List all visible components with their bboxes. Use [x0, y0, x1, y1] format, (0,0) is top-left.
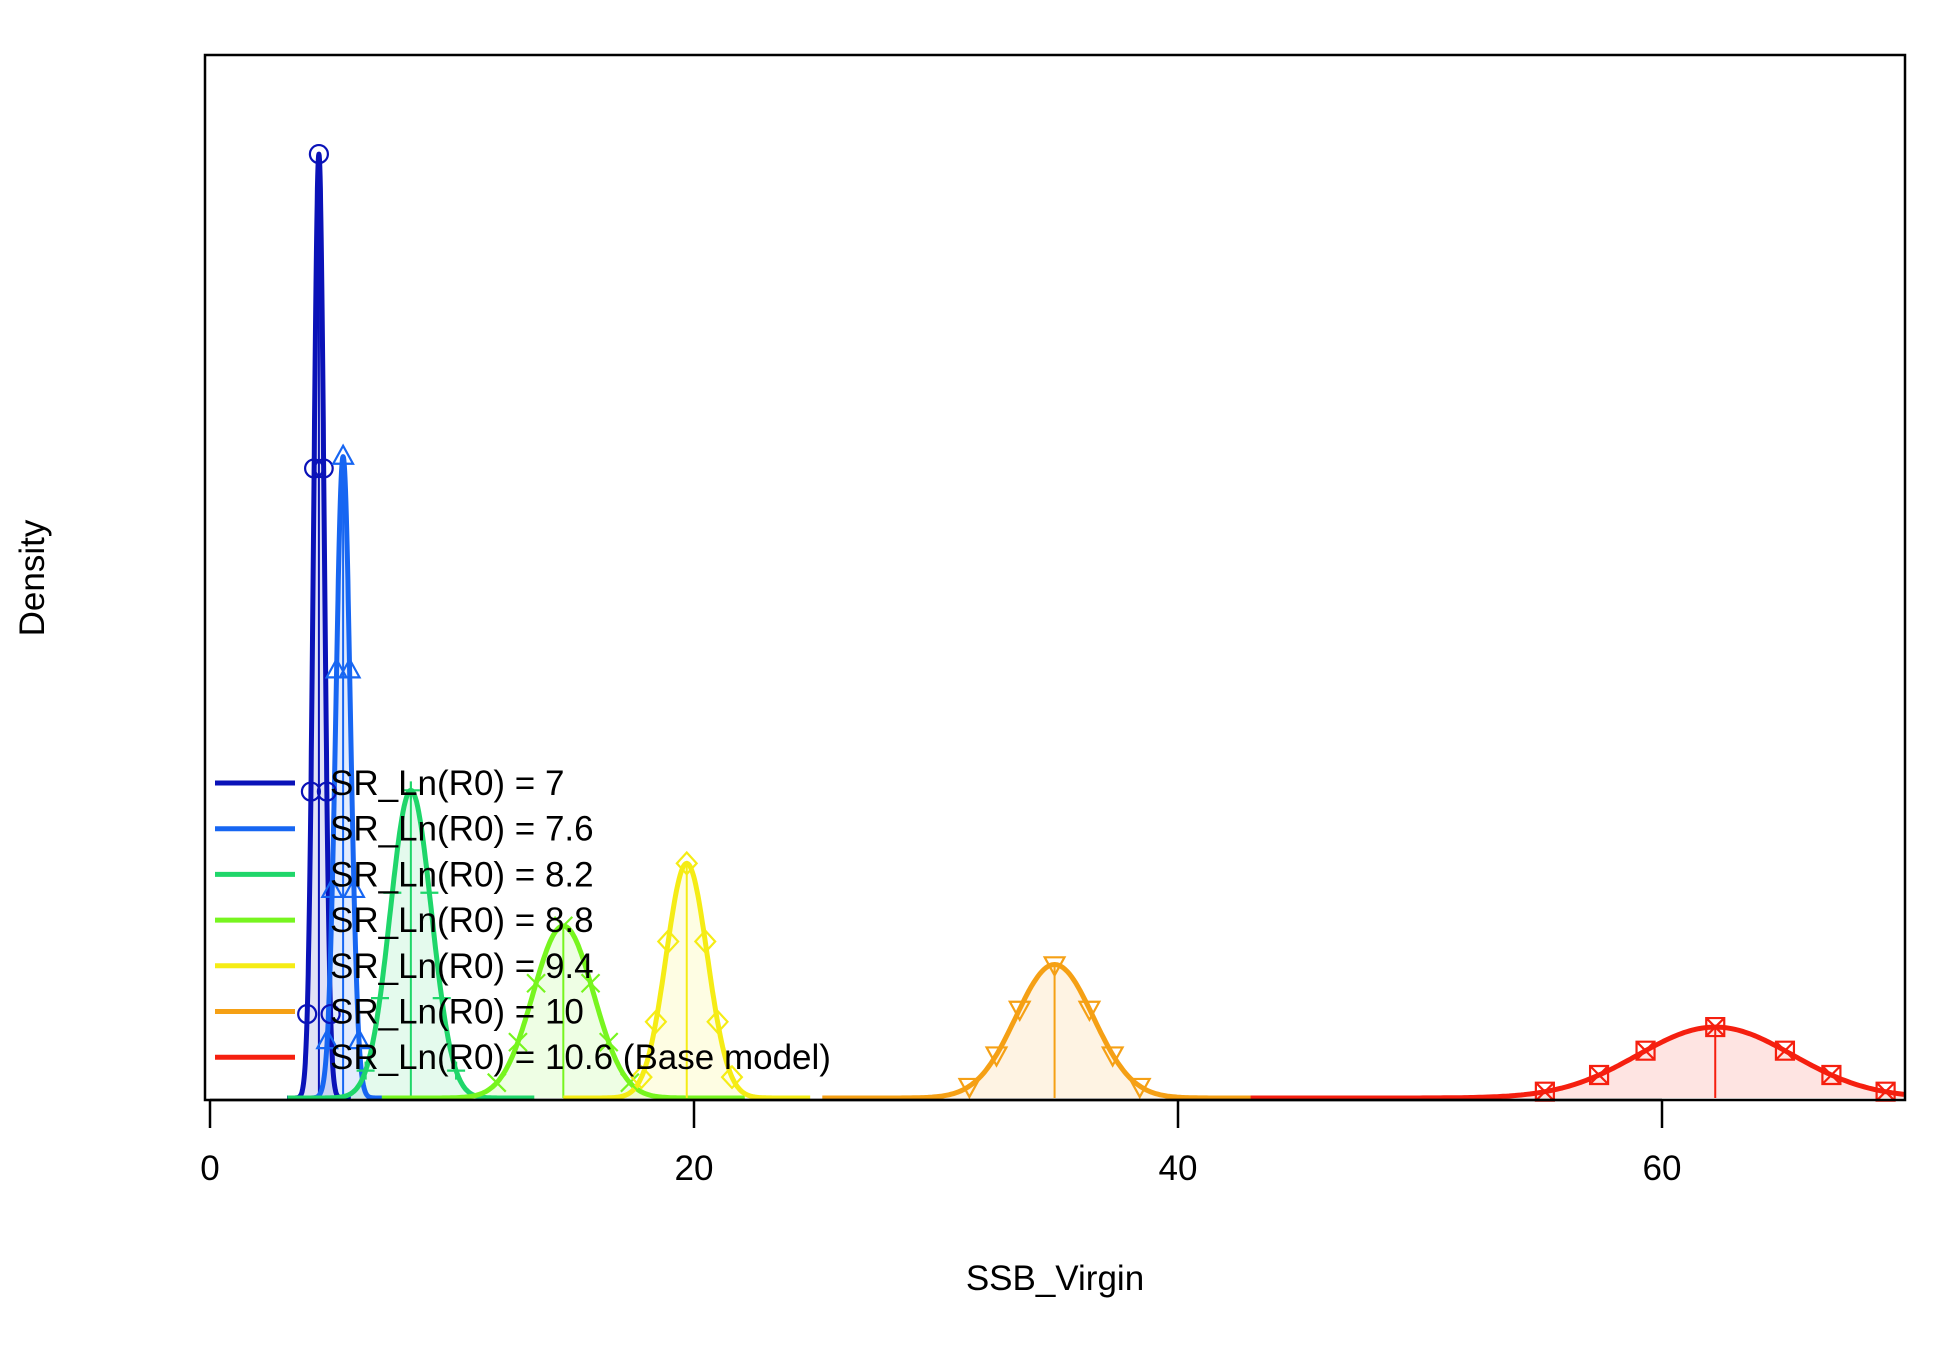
marker-6-5	[1077, 1000, 1102, 1023]
marker-3-7	[447, 1061, 466, 1080]
marker-2-2	[320, 876, 344, 899]
marker-6-4	[1042, 956, 1067, 978]
density-curve-7	[1250, 1024, 1905, 1101]
x-tick-label-20: 20	[675, 1149, 714, 1188]
marker-3-2	[371, 989, 390, 1008]
marker-3-5	[420, 883, 439, 902]
marker-7-2	[1588, 1064, 1610, 1086]
density-fill-7	[1250, 1027, 1904, 1098]
legend-label-3: SR_Ln(R0) = 8.2	[330, 855, 594, 894]
marker-1-6	[316, 781, 337, 802]
marker-3-4	[401, 781, 420, 800]
marker-2-3	[324, 657, 349, 679]
marker-1-7	[320, 1003, 341, 1025]
marker-6-1	[957, 1077, 982, 1100]
marker-7-6	[1821, 1064, 1842, 1086]
legend: SR_Ln(R0) = 7 SR_Ln(R0) = 7.6 SR_Ln(R0) = …	[215, 764, 831, 1077]
marker-7-5	[1774, 1040, 1796, 1061]
marker-7-3	[1635, 1040, 1656, 1061]
marker-7-4	[1705, 1016, 1726, 1038]
legend-label-1: SR_Ln(R0) = 7	[330, 764, 564, 803]
marker-5-1	[630, 1064, 653, 1090]
marker-2-5	[337, 657, 362, 679]
marker-3-1	[356, 1061, 375, 1080]
x-tick-label-60: 60	[1643, 1149, 1682, 1188]
marker-1-2	[300, 781, 322, 802]
marker-6-6	[1100, 1046, 1125, 1068]
marker-4-7	[620, 1072, 640, 1093]
marker-3-6	[432, 989, 451, 1008]
marker-4-6	[598, 1032, 619, 1052]
marker-1-1	[297, 1003, 318, 1025]
marker-2-4	[331, 443, 355, 465]
x-tick-label-40: 40	[1159, 1149, 1198, 1188]
marker-6-2	[984, 1046, 1009, 1068]
marker-4-1	[486, 1072, 507, 1093]
y-axis-label: Density	[13, 519, 52, 636]
marker-4-3	[526, 973, 546, 993]
legend-label-6: SR_Ln(R0) = 10	[330, 993, 584, 1032]
marker-4-5	[580, 973, 601, 993]
legend-label-4: SR_Ln(R0) = 8.8	[330, 901, 594, 940]
marker-5-2	[644, 1009, 668, 1035]
marker-6-3	[1007, 1000, 1032, 1023]
marker-2-6	[342, 876, 366, 899]
x-tick-label-0: 0	[200, 1149, 219, 1188]
density-curve-6	[821, 962, 1288, 1101]
marker-5-7	[720, 1064, 744, 1090]
legend-label-2: SR_Ln(R0) = 7.6	[330, 810, 594, 849]
marker-5-3	[656, 929, 680, 954]
marker-5-5	[693, 929, 717, 954]
x-axis: 0 20 40 60	[200, 1098, 1682, 1188]
density-curve-5	[561, 860, 812, 1101]
marker-1-5	[313, 458, 334, 479]
marker-4-2	[508, 1032, 528, 1052]
density-markers	[297, 143, 1896, 1102]
x-axis-label: SSB_Virgin	[966, 1259, 1144, 1298]
marker-1-4	[308, 143, 329, 165]
marker-2-1	[315, 1027, 339, 1050]
marker-4-4	[553, 916, 574, 936]
marker-5-6	[706, 1009, 729, 1035]
marker-5-4	[675, 850, 699, 876]
marker-1-3	[304, 458, 325, 479]
marker-3-3	[383, 883, 402, 902]
marker-2-7	[347, 1027, 371, 1050]
marker-6-7	[1128, 1077, 1152, 1100]
legend-label-5: SR_Ln(R0) = 9.4	[330, 947, 594, 986]
legend-label-7: SR_Ln(R0) = 10.6 (Base model)	[330, 1038, 831, 1077]
